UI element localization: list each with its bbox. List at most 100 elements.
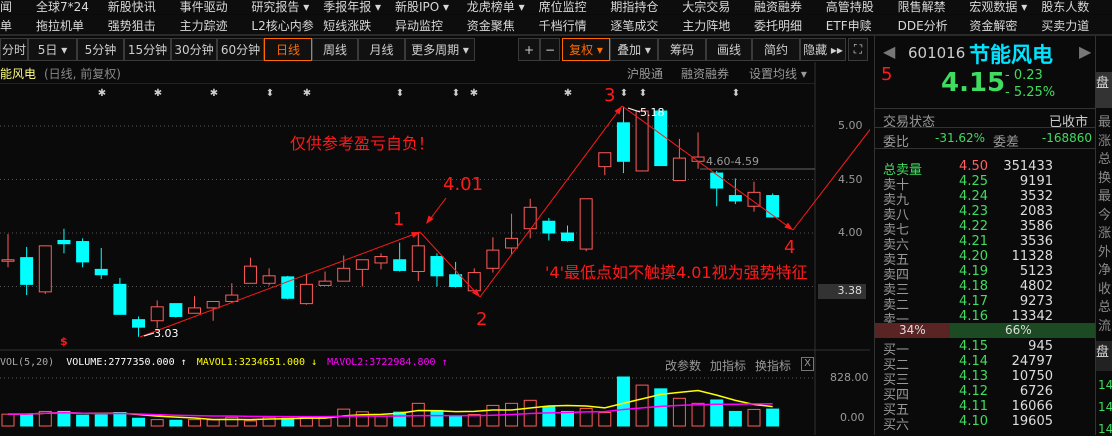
level-price: 4.23: [959, 204, 988, 219]
event-marker-icon: ✱: [303, 88, 311, 99]
link-margin[interactable]: 融资融券: [681, 67, 730, 81]
menu-item[interactable]: 高管持股: [825, 0, 874, 14]
period-tab[interactable]: 5日 ▾: [28, 38, 77, 61]
menu-item[interactable]: 龙虎榜单 ▾: [466, 0, 525, 14]
volume-bar: [57, 410, 71, 427]
strip-tab[interactable]: 盘: [1096, 72, 1112, 108]
menu-item[interactable]: 主力阵地: [682, 19, 731, 33]
candle-body: [635, 110, 649, 172]
level-volume: 945: [1028, 339, 1053, 354]
stock-name-label: 能风电: [0, 67, 37, 81]
arrowhead-icon: [471, 288, 480, 297]
axis-tick-5.00: 5.00: [838, 119, 863, 132]
menu-item[interactable]: 资金解密: [969, 19, 1018, 33]
volume-bar: [672, 397, 686, 427]
volume-bar: [766, 408, 780, 427]
candle-body: [38, 245, 52, 293]
menu-item[interactable]: 买卖力道: [1041, 19, 1090, 33]
period-tab[interactable]: 分时: [0, 38, 28, 61]
ratio-value: -31.62%: [935, 131, 986, 145]
link-hk-connect[interactable]: 沪股通: [627, 67, 664, 81]
close-indicator-button[interactable]: X: [801, 357, 814, 371]
menu-item[interactable]: 闻: [0, 0, 13, 14]
menu-item[interactable]: 新股快讯: [107, 0, 156, 14]
period-tab[interactable]: 周线: [312, 38, 358, 61]
period-tab[interactable]: 30分钟: [171, 38, 217, 61]
range-price-label: 4.60-4.59: [706, 155, 759, 168]
stock-code: 601016: [908, 44, 966, 62]
period-tab[interactable]: 60分钟: [217, 38, 264, 61]
candle-body: [486, 249, 500, 269]
strip-tab-2[interactable]: 盘: [1096, 341, 1112, 371]
high-price-label: 5.18: [640, 106, 665, 119]
level-volume: 13342: [1011, 309, 1053, 324]
level-price: 4.18: [959, 279, 988, 294]
period-tab[interactable]: 5分钟: [77, 38, 124, 61]
volume-bar: [1, 413, 15, 427]
menu-item[interactable]: 席位监控: [538, 0, 587, 14]
last-price: 4.15: [941, 68, 1006, 98]
level-label: 买三: [883, 373, 910, 388]
candle-body: [76, 241, 90, 263]
menu-item[interactable]: 期指持仓: [610, 0, 659, 14]
menu-item[interactable]: 新股IPO ▾: [395, 0, 450, 14]
next-stock-icon[interactable]: ▶: [1079, 42, 1092, 61]
buy-sell-ratio-bar: 34% 66%: [875, 323, 1096, 338]
level-volume: 3586: [1019, 219, 1053, 234]
menu-item[interactable]: 千档行情: [538, 19, 587, 33]
candle-body: [1, 259, 15, 262]
menu-item[interactable]: 异动监控: [395, 19, 444, 33]
menu-item[interactable]: 股东人数: [1041, 0, 1090, 14]
zoom-in-button[interactable]: +: [518, 38, 540, 61]
set-ma-dropdown[interactable]: 设置均线 ▾: [749, 67, 807, 81]
menu-item[interactable]: 研究报告 ▾: [251, 0, 310, 14]
level-price: 4.12: [959, 384, 988, 399]
menu-item[interactable]: 强势狙击: [107, 19, 156, 33]
prev-stock-icon[interactable]: ◀: [883, 42, 896, 61]
edit-params-button[interactable]: 改参数: [665, 359, 702, 373]
strength-note-annotation: '4'最低点如不触摸4.01视为强势特征: [545, 263, 808, 282]
simple-mode-button[interactable]: 简约: [752, 38, 800, 61]
zoom-out-button[interactable]: −: [540, 38, 560, 61]
menu-item[interactable]: 逐笔成交: [610, 19, 659, 33]
draw-line-button[interactable]: 画线: [706, 38, 752, 61]
fullscreen-icon[interactable]: ⛶: [848, 38, 868, 61]
menu-item[interactable]: 短线涨跌: [323, 19, 372, 33]
menu-item[interactable]: 单: [0, 19, 13, 33]
level-volume: 9191: [1019, 174, 1053, 189]
menu-item[interactable]: 资金聚焦: [466, 19, 515, 33]
menu-item[interactable]: 融资融券: [754, 0, 803, 14]
switch-indicator-button[interactable]: 换指标: [755, 359, 792, 373]
arrowhead-icon: [426, 215, 434, 224]
event-marker-icon: ✱: [98, 88, 106, 99]
period-tab[interactable]: 月线: [358, 38, 405, 61]
buy-pct: 34%: [899, 323, 926, 337]
menu-item[interactable]: 主力踪迹: [179, 19, 228, 33]
period-tab[interactable]: 日线: [264, 38, 312, 61]
menu-item[interactable]: 事件驱动: [179, 0, 228, 14]
level-volume: 11328: [1011, 249, 1053, 264]
event-marker-icon: ⬍: [266, 88, 274, 99]
level-label: 卖十: [883, 178, 910, 193]
level-price: 4.50: [959, 159, 988, 174]
quote-panel: ◀ 601016 节能风电 ▶ 4.15 - 0.23 - 5.25% 交易状态…: [874, 36, 1096, 435]
menu-item[interactable]: L2核心内参: [251, 19, 314, 33]
overlay-dropdown[interactable]: 叠加 ▾: [610, 38, 658, 61]
add-indicator-button[interactable]: 加指标: [710, 359, 747, 373]
period-tab[interactable]: 15分钟: [124, 38, 171, 61]
menu-item[interactable]: 委托明细: [754, 19, 803, 33]
menu-item[interactable]: 大宗交易: [682, 0, 731, 14]
menu-item[interactable]: ETF申赎: [825, 19, 872, 33]
period-tab[interactable]: 更多周期 ▾: [405, 38, 475, 61]
hide-button[interactable]: 隐藏 ▸▸: [800, 38, 846, 61]
menu-item[interactable]: 全球7*24: [36, 0, 89, 14]
fuquan-dropdown[interactable]: 复权 ▾: [562, 38, 610, 61]
menu-item[interactable]: DDE分析: [897, 19, 948, 33]
strip-label: 收: [1098, 281, 1112, 297]
chips-button[interactable]: 筹码: [658, 38, 706, 61]
kline-chart[interactable]: ✱ ✱ ✱ ⬍ ✱ ⬍ ⬍ ✱ ✱ ⬍ ⬍ ⬍: [0, 0, 870, 435]
menu-item[interactable]: 限售解禁: [897, 0, 946, 14]
menu-item[interactable]: 宏观数据 ▾: [969, 0, 1028, 14]
menu-item[interactable]: 季报年报 ▾: [323, 0, 382, 14]
menu-item[interactable]: 拖拉机单: [36, 19, 85, 33]
